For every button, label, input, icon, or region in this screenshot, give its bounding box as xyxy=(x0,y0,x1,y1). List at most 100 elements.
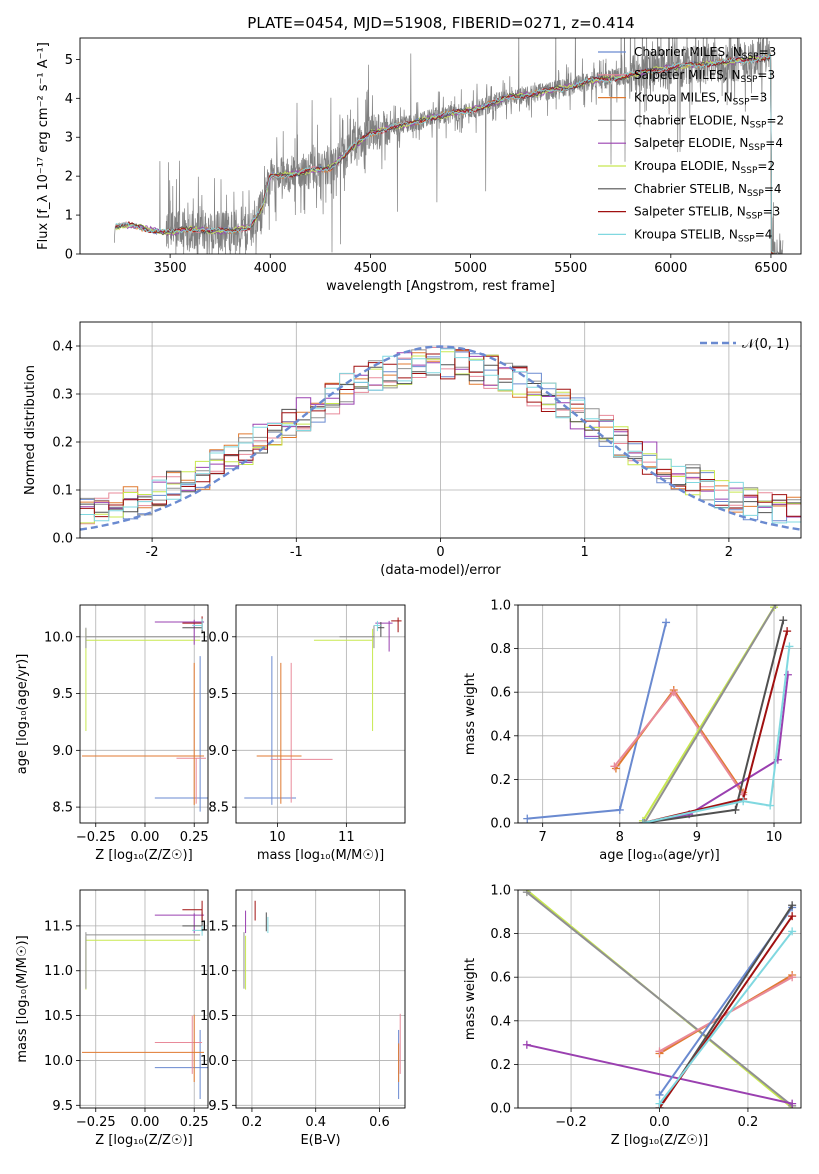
y-tick-label: 1 xyxy=(65,209,73,224)
marker-kroupa-stelib xyxy=(788,927,797,936)
x-axis-label: E(B-V) xyxy=(300,1133,340,1148)
y-tick-label: 1.0 xyxy=(490,599,511,614)
axes-frame xyxy=(79,889,209,1109)
marker-salpeter-elodie xyxy=(522,1040,531,1049)
x-tick-label: −0.2 xyxy=(555,1115,587,1130)
y-tick-label: 4 xyxy=(65,92,73,107)
y-axis-label: Flux [f_λ 10⁻¹⁷ erg cm⁻² s⁻¹ A⁻¹] xyxy=(36,42,51,250)
series-line-salpeter-miles xyxy=(659,976,793,1053)
legend-entry-salpeter-stelib: Salpeter STELIB, NSSP=3 xyxy=(634,205,780,222)
y-tick-label: 8.5 xyxy=(208,801,229,816)
marker-kroupa-stelib xyxy=(766,801,775,810)
plot-area-mass-vs-EBV xyxy=(236,890,405,1108)
x-tick-label: −0.25 xyxy=(76,1115,116,1130)
y-axis-label: Normed distribution xyxy=(23,365,38,495)
y-tick-label: 0.2 xyxy=(52,436,73,451)
x-tick-label: 0.00 xyxy=(131,830,160,845)
x-axis-label: age [log₁₀(age/yr)] xyxy=(599,848,720,863)
y-tick-label: 0.0 xyxy=(490,1102,511,1117)
y-tick-label: 0.2 xyxy=(490,1058,511,1073)
legend-entry-chabrier-elodie: Chabrier ELODIE, NSSP=2 xyxy=(634,113,784,130)
x-tick-label: -1 xyxy=(290,545,303,560)
y-tick-label: 0.6 xyxy=(490,686,511,701)
x-tick-label: 5500 xyxy=(554,261,587,276)
y-tick-label: 0.2 xyxy=(490,773,511,788)
legend-entry-kroupa-elodie: Kroupa ELODIE, NSSP=2 xyxy=(634,159,775,176)
normal-curve xyxy=(80,345,801,531)
series-line-chabrier-elodie xyxy=(526,891,793,1107)
x-tick-label: 11 xyxy=(338,830,355,845)
x-tick-label: 3500 xyxy=(154,261,187,276)
marker-salpeter-miles xyxy=(669,688,678,697)
plot-area-residual-histogram xyxy=(80,322,801,538)
y-tick-label: 0.4 xyxy=(490,1014,511,1029)
y-tick-label: 10.0 xyxy=(44,630,73,645)
panel-residual-histogram: -2 -1 0 1 2 0.0 0.1 0.2 0.3 0.4 (data-model)/error… xyxy=(23,321,802,578)
panel-spectrum: 3500 4000 4500 5000 5500 6000 6500 0 1 2 3 4 5 wavele… xyxy=(36,37,802,294)
y-tick-label: 10.5 xyxy=(44,1009,73,1024)
y-tick-label: 11.0 xyxy=(200,964,229,979)
marker-kroupa-stelib xyxy=(785,642,794,651)
y-tick-label: 11.5 xyxy=(44,919,73,934)
x-tick-label: 1 xyxy=(581,545,589,560)
plot-area-age-vs-mass xyxy=(236,605,405,823)
y-axis-label: mass weight xyxy=(463,958,478,1040)
marker-chabrier-miles xyxy=(655,1090,664,1099)
x-tick-label: 9 xyxy=(693,830,701,845)
x-tick-label: 0.0 xyxy=(649,1115,670,1130)
marker-chabrier-miles xyxy=(615,805,624,814)
x-axis-label: Z [log₁₀(Z/Z☉)] xyxy=(95,848,192,863)
figure-title: PLATE=0454, MJD=51908, FIBERID=0271, z=0… xyxy=(247,14,634,32)
axes-frame xyxy=(79,321,802,539)
axes-frame xyxy=(235,889,406,1109)
histogram-kroupa-stelib xyxy=(80,348,801,524)
x-tick-label: 0.25 xyxy=(180,1115,209,1130)
panel-massweight-vs-Z: −0.2 0.0 0.2 0.0 0.2 0.4 0.6 0.8 1.0 Z [log₁₀(Z/Z… xyxy=(463,884,802,1148)
x-tick-label: 6500 xyxy=(754,261,787,276)
marker-salpeter-elodie xyxy=(788,1099,797,1108)
x-tick-label: 10 xyxy=(269,830,286,845)
y-tick-label: 0 xyxy=(65,248,73,263)
x-tick-label: 0.00 xyxy=(131,1115,160,1130)
x-tick-label: −0.25 xyxy=(76,830,116,845)
plot-area-massweight-vs-age xyxy=(518,605,801,823)
y-axis-label: age [log₁₀(age/yr)] xyxy=(15,654,30,775)
plot-area-massweight-vs-Z xyxy=(518,890,801,1108)
plot-area-spectrum xyxy=(114,38,784,254)
panel-age-vs-mass: 10 11 8.5 9.0 9.5 10.0 mass [log₁₀(M/M☉)] xyxy=(200,604,406,863)
x-tick-label: 4500 xyxy=(354,261,387,276)
x-axis-label: Z [log₁₀(Z/Z☉)] xyxy=(611,1133,708,1148)
marker-kroupa-stelib xyxy=(739,797,748,806)
y-tick-label: 9.5 xyxy=(208,1099,229,1114)
y-tick-label: 0.8 xyxy=(490,642,511,657)
x-axis-label: wavelength [Angstrom, rest frame] xyxy=(326,279,555,294)
x-tick-label: 4000 xyxy=(254,261,287,276)
y-tick-label: 10.0 xyxy=(200,630,229,645)
marker-chabrier-miles xyxy=(662,618,671,627)
y-tick-label: 2 xyxy=(65,170,73,185)
series-line-chabrier-elodie xyxy=(643,605,777,823)
marker-chabrier-elodie xyxy=(522,890,531,897)
y-tick-label: 10.5 xyxy=(200,1009,229,1024)
y-axis-label: mass [log₁₀(M/M☉)] xyxy=(15,935,30,1062)
x-tick-label: 0.6 xyxy=(369,1115,390,1130)
plot-area-mass-vs-Z xyxy=(80,890,208,1108)
axes-frame xyxy=(79,37,802,255)
marker-chabrier-stelib xyxy=(731,805,740,814)
x-tick-label: 0.4 xyxy=(305,1115,326,1130)
marker-chabrier-elodie xyxy=(771,605,780,609)
x-axis-label: (data-model)/error xyxy=(380,563,501,578)
y-tick-label: 3 xyxy=(65,131,73,146)
x-tick-label: 0.2 xyxy=(738,1115,759,1130)
series-line-salpeter-elodie xyxy=(526,1043,793,1105)
y-tick-label: 9.0 xyxy=(208,744,229,759)
marker-salpeter-miles xyxy=(788,973,797,982)
x-tick-label: 2 xyxy=(725,545,733,560)
y-tick-label: 9.0 xyxy=(52,744,73,759)
marker-salpeter-miles xyxy=(655,1047,664,1056)
x-tick-label: 8 xyxy=(616,830,624,845)
y-tick-label: 11.5 xyxy=(200,919,229,934)
y-tick-label: 0.1 xyxy=(52,484,73,499)
series-line-kroupa-stelib xyxy=(658,930,793,1105)
panel-age-vs-Z: −0.25 0.00 0.25 8.5 9.0 9.5 10.0 Z [log₁₀(Z/Z☉)… xyxy=(15,604,209,863)
